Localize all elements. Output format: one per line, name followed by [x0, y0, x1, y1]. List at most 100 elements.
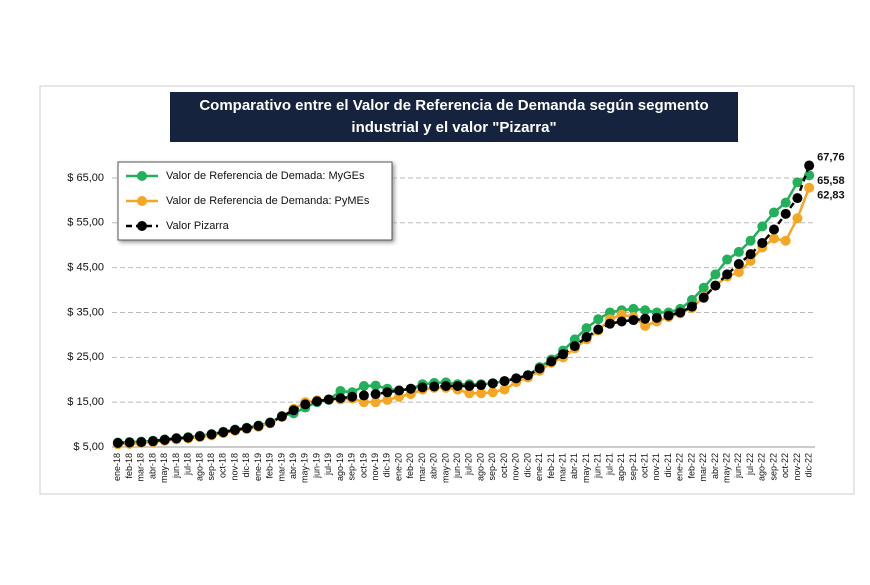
series-marker	[417, 382, 428, 393]
series-marker	[757, 237, 768, 248]
series-marker	[616, 316, 627, 327]
x-tick-label: dic-22	[804, 453, 814, 478]
x-tick-label: feb-21	[546, 453, 556, 479]
legend-label: Valor Pizarra	[166, 220, 230, 232]
series-marker	[335, 393, 346, 404]
series-marker	[429, 381, 440, 392]
x-tick-label: abr-18	[147, 453, 157, 479]
x-tick-label: feb-18	[124, 453, 134, 479]
series-marker	[440, 381, 451, 392]
x-tick-label: ene-19	[253, 453, 263, 481]
x-tick-label: abr-20	[429, 453, 439, 479]
x-tick-label: ene-22	[675, 453, 685, 481]
series-marker	[768, 207, 779, 218]
series-marker	[745, 249, 756, 260]
legend-label: Valor de Referencia de Demanda: PyMEs	[166, 195, 370, 207]
x-tick-label: jul-20	[464, 453, 474, 476]
x-tick-label: jul-18	[183, 453, 193, 476]
chart-frame	[39, 85, 855, 495]
x-tick-label: ago-20	[475, 453, 485, 481]
series-marker	[534, 363, 545, 374]
legend-marker	[137, 196, 147, 206]
y-tick-label: $ 25,00	[67, 351, 104, 363]
end-label: 62,83	[817, 190, 845, 202]
series-marker	[323, 394, 334, 405]
x-tick-label: ene-20	[393, 453, 403, 481]
x-tick-label: dic-21	[663, 453, 673, 478]
y-tick-label: $ 5,00	[73, 441, 104, 453]
x-tick-label: oct-22	[780, 453, 790, 478]
series-marker	[698, 292, 709, 303]
y-tick-label: $ 55,00	[67, 217, 104, 229]
x-tick-label: may-21	[581, 453, 591, 483]
series-marker	[288, 405, 299, 416]
series-marker	[487, 378, 498, 389]
series-marker	[194, 431, 205, 442]
series-marker	[171, 433, 182, 444]
x-tick-label: jul-19	[323, 453, 333, 476]
series-marker	[276, 411, 287, 422]
series-marker	[136, 437, 147, 448]
x-tick-label: oct-21	[639, 453, 649, 478]
x-tick-label: mar-18	[136, 453, 146, 482]
series-marker	[757, 221, 768, 232]
chart-title: industrial y el valor "Pizarra"	[351, 119, 556, 136]
series-marker	[640, 320, 651, 331]
series-marker	[370, 397, 381, 408]
series-marker	[358, 390, 369, 401]
series-marker	[804, 160, 815, 171]
series-marker	[710, 269, 721, 280]
series-marker	[628, 303, 639, 314]
x-tick-label: mar-19	[276, 453, 286, 482]
series-marker	[722, 254, 733, 265]
series-marker	[640, 305, 651, 316]
x-tick-label: jun-21	[593, 453, 603, 479]
series-marker	[499, 376, 510, 387]
series-marker	[476, 380, 487, 391]
series-marker	[241, 423, 252, 434]
series-marker	[710, 280, 721, 291]
series-marker	[218, 427, 229, 438]
series-marker	[464, 381, 475, 392]
legend-marker	[137, 221, 147, 231]
series-marker	[804, 182, 815, 193]
series-marker	[792, 213, 803, 224]
title-box	[170, 92, 738, 142]
y-tick-label: $ 65,00	[67, 172, 104, 184]
x-tick-label: oct-18	[218, 453, 228, 478]
x-tick-label: nov-18	[229, 453, 239, 481]
x-tick-label: ago-18	[194, 453, 204, 481]
x-tick-label: dic-20	[522, 453, 532, 478]
x-tick-label: abr-22	[710, 453, 720, 479]
series-marker	[124, 437, 135, 448]
series-marker	[206, 429, 217, 440]
x-tick-label: oct-19	[358, 453, 368, 478]
series-marker	[546, 356, 557, 367]
x-tick-label: feb-19	[265, 453, 275, 479]
x-tick-label: ago-22	[757, 453, 767, 481]
y-tick-label: $ 35,00	[67, 306, 104, 318]
x-tick-label: jul-21	[604, 453, 614, 476]
series-marker	[183, 432, 194, 443]
x-tick-label: mar-20	[417, 453, 427, 482]
series-marker	[698, 282, 709, 293]
series-marker	[335, 385, 346, 396]
x-tick-label: nov-19	[370, 453, 380, 481]
x-tick-label: nov-21	[651, 453, 661, 481]
x-tick-label: jun-18	[171, 453, 181, 479]
series-marker	[780, 197, 791, 208]
series-marker	[312, 396, 323, 407]
x-tick-label: feb-22	[686, 453, 696, 479]
legend-box	[117, 161, 393, 241]
x-tick-label: ago-19	[335, 453, 345, 481]
x-tick-label: jul-22	[745, 453, 755, 476]
series-marker	[768, 233, 779, 244]
series-marker	[628, 315, 639, 326]
series-marker	[253, 420, 264, 431]
series-marker	[780, 235, 791, 246]
series-marker	[347, 391, 358, 402]
series-marker	[382, 394, 393, 405]
x-tick-label: feb-20	[405, 453, 415, 479]
x-tick-label: sep-18	[206, 453, 216, 481]
